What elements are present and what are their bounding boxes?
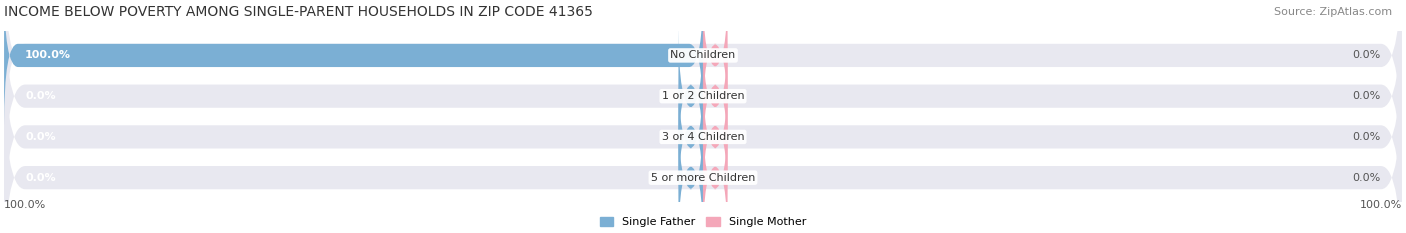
FancyBboxPatch shape	[4, 26, 1402, 233]
FancyBboxPatch shape	[703, 0, 727, 125]
Text: 100.0%: 100.0%	[1360, 200, 1402, 210]
Text: 0.0%: 0.0%	[25, 91, 56, 101]
Text: Source: ZipAtlas.com: Source: ZipAtlas.com	[1274, 7, 1392, 17]
FancyBboxPatch shape	[703, 26, 727, 166]
FancyBboxPatch shape	[703, 67, 727, 207]
FancyBboxPatch shape	[679, 67, 703, 207]
FancyBboxPatch shape	[4, 0, 1402, 207]
Text: 0.0%: 0.0%	[1353, 91, 1381, 101]
FancyBboxPatch shape	[679, 26, 703, 166]
Text: 0.0%: 0.0%	[1353, 173, 1381, 183]
FancyBboxPatch shape	[4, 67, 1402, 233]
Text: 5 or more Children: 5 or more Children	[651, 173, 755, 183]
Text: 100.0%: 100.0%	[4, 200, 46, 210]
Text: 0.0%: 0.0%	[1353, 132, 1381, 142]
Text: 1 or 2 Children: 1 or 2 Children	[662, 91, 744, 101]
Legend: Single Father, Single Mother: Single Father, Single Mother	[600, 217, 806, 227]
Text: INCOME BELOW POVERTY AMONG SINGLE-PARENT HOUSEHOLDS IN ZIP CODE 41365: INCOME BELOW POVERTY AMONG SINGLE-PARENT…	[4, 5, 593, 19]
FancyBboxPatch shape	[679, 108, 703, 233]
Text: 0.0%: 0.0%	[1353, 50, 1381, 60]
Text: 3 or 4 Children: 3 or 4 Children	[662, 132, 744, 142]
Text: 0.0%: 0.0%	[25, 132, 56, 142]
FancyBboxPatch shape	[4, 0, 703, 125]
FancyBboxPatch shape	[703, 108, 727, 233]
FancyBboxPatch shape	[4, 0, 1402, 166]
Text: 100.0%: 100.0%	[25, 50, 72, 60]
Text: 0.0%: 0.0%	[25, 173, 56, 183]
Text: No Children: No Children	[671, 50, 735, 60]
